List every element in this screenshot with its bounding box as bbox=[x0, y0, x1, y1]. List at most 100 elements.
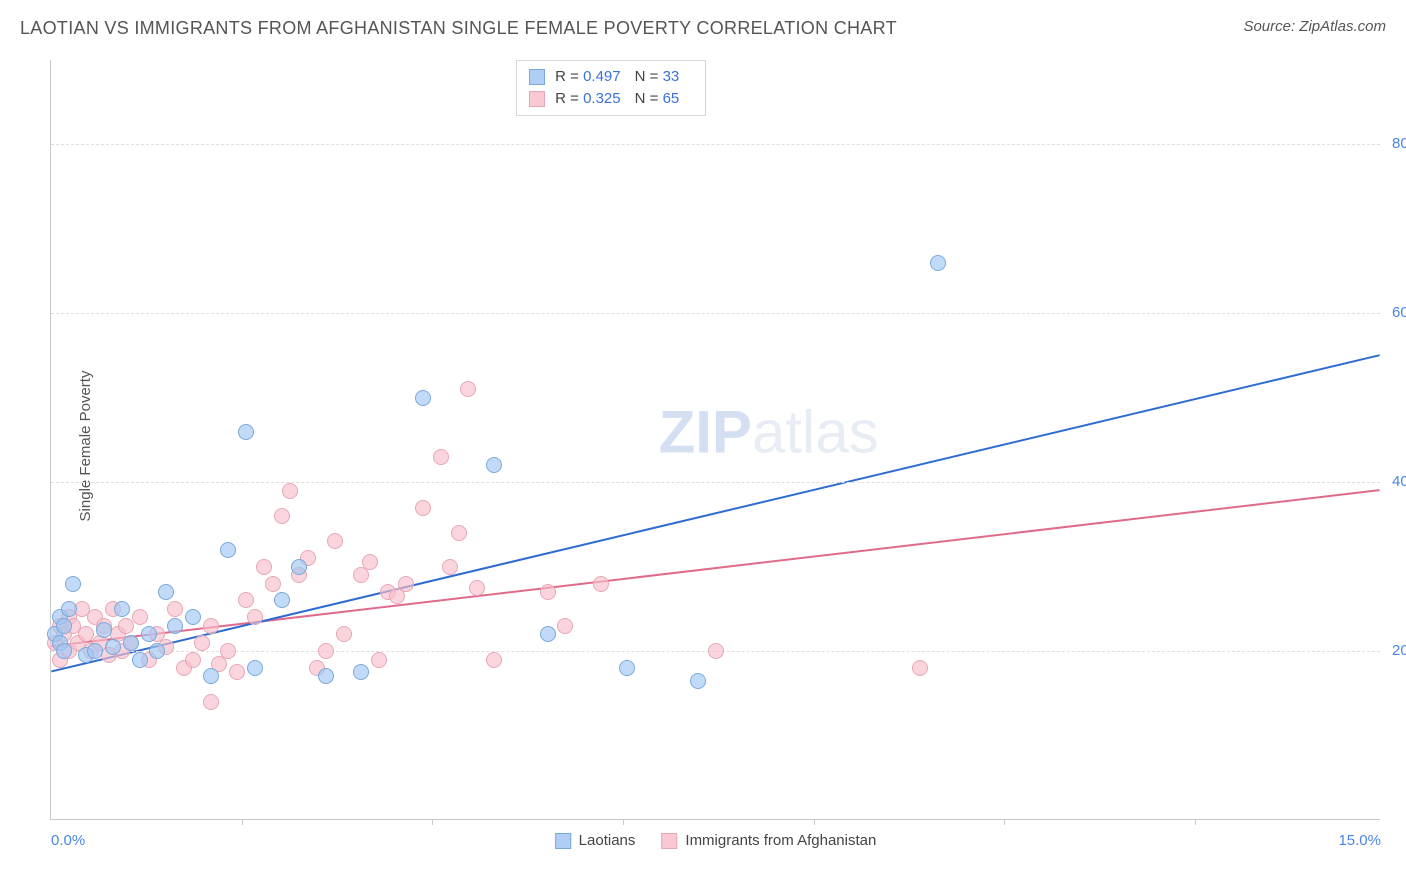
watermark-atlas: atlas bbox=[752, 398, 879, 465]
r-value-blue: 0.497 bbox=[583, 68, 621, 85]
data-point-pink bbox=[469, 580, 485, 596]
x-tick bbox=[814, 819, 815, 825]
data-point-pink bbox=[540, 584, 556, 600]
x-tick bbox=[1004, 819, 1005, 825]
data-point-pink bbox=[203, 694, 219, 710]
data-point-blue bbox=[238, 424, 254, 440]
correlation-legend: R = 0.497 N = 33 R = 0.325 N = 65 bbox=[516, 60, 706, 116]
x-tick bbox=[242, 819, 243, 825]
legend-label: Immigrants from Afghanistan bbox=[685, 832, 876, 849]
data-point-blue bbox=[690, 673, 706, 689]
data-point-blue bbox=[65, 576, 81, 592]
data-point-blue bbox=[930, 255, 946, 271]
y-tick-label: 60.0% bbox=[1384, 304, 1406, 321]
legend-row-pink: R = 0.325 N = 65 bbox=[529, 88, 693, 110]
data-point-blue bbox=[56, 643, 72, 659]
data-point-blue bbox=[167, 618, 183, 634]
data-point-pink bbox=[912, 660, 928, 676]
gridline bbox=[51, 144, 1380, 145]
legend-row-blue: R = 0.497 N = 33 bbox=[529, 66, 693, 88]
data-point-blue bbox=[105, 639, 121, 655]
series-legend: Laotians Immigrants from Afghanistan bbox=[555, 832, 877, 849]
data-point-pink bbox=[415, 500, 431, 516]
data-point-pink bbox=[451, 525, 467, 541]
data-point-pink bbox=[247, 609, 263, 625]
data-point-pink bbox=[362, 554, 378, 570]
data-point-blue bbox=[123, 635, 139, 651]
watermark: ZIPatlas bbox=[659, 397, 879, 466]
watermark-zip: ZIP bbox=[659, 398, 752, 465]
data-point-pink bbox=[336, 626, 352, 642]
n-label: N = bbox=[635, 90, 659, 107]
data-point-pink bbox=[132, 609, 148, 625]
data-point-blue bbox=[415, 390, 431, 406]
data-point-pink bbox=[256, 559, 272, 575]
data-point-pink bbox=[185, 652, 201, 668]
data-point-pink bbox=[282, 483, 298, 499]
data-point-pink bbox=[238, 592, 254, 608]
data-point-blue bbox=[56, 618, 72, 634]
data-point-pink bbox=[220, 643, 236, 659]
data-point-pink bbox=[327, 533, 343, 549]
data-point-blue bbox=[149, 643, 165, 659]
swatch-blue bbox=[529, 69, 545, 85]
data-point-blue bbox=[203, 668, 219, 684]
data-point-blue bbox=[158, 584, 174, 600]
x-tick-label: 0.0% bbox=[51, 832, 85, 849]
data-point-pink bbox=[398, 576, 414, 592]
data-point-blue bbox=[247, 660, 263, 676]
data-point-blue bbox=[353, 664, 369, 680]
data-point-pink bbox=[708, 643, 724, 659]
r-label: R = bbox=[555, 90, 579, 107]
data-point-pink bbox=[229, 664, 245, 680]
n-label: N = bbox=[635, 68, 659, 85]
data-point-blue bbox=[274, 592, 290, 608]
data-point-pink bbox=[194, 635, 210, 651]
data-point-pink bbox=[593, 576, 609, 592]
swatch-pink bbox=[529, 91, 545, 107]
chart-title: LAOTIAN VS IMMIGRANTS FROM AFGHANISTAN S… bbox=[20, 18, 897, 39]
data-point-pink bbox=[460, 381, 476, 397]
data-point-pink bbox=[318, 643, 334, 659]
gridline bbox=[51, 313, 1380, 314]
source-label: Source: ZipAtlas.com bbox=[1243, 18, 1386, 35]
data-point-pink bbox=[442, 559, 458, 575]
n-value-pink: 65 bbox=[663, 90, 680, 107]
data-point-blue bbox=[141, 626, 157, 642]
data-point-pink bbox=[203, 618, 219, 634]
y-tick-label: 40.0% bbox=[1384, 473, 1406, 490]
data-point-blue bbox=[87, 643, 103, 659]
r-value-pink: 0.325 bbox=[583, 90, 621, 107]
data-point-blue bbox=[220, 542, 236, 558]
legend-item-laotians: Laotians bbox=[555, 832, 636, 849]
data-point-pink bbox=[265, 576, 281, 592]
data-point-pink bbox=[433, 449, 449, 465]
data-point-pink bbox=[486, 652, 502, 668]
y-tick-label: 20.0% bbox=[1384, 642, 1406, 659]
data-point-blue bbox=[114, 601, 130, 617]
data-point-blue bbox=[540, 626, 556, 642]
data-point-pink bbox=[167, 601, 183, 617]
scatter-plot-area: ZIPatlas R = 0.497 N = 33 R = 0.325 N = 65… bbox=[50, 60, 1380, 820]
x-tick bbox=[1195, 819, 1196, 825]
data-point-pink bbox=[274, 508, 290, 524]
data-point-blue bbox=[61, 601, 77, 617]
data-point-blue bbox=[291, 559, 307, 575]
data-point-blue bbox=[96, 622, 112, 638]
n-value-blue: 33 bbox=[663, 68, 680, 85]
x-tick bbox=[432, 819, 433, 825]
r-label: R = bbox=[555, 68, 579, 85]
data-point-blue bbox=[619, 660, 635, 676]
data-point-blue bbox=[486, 457, 502, 473]
swatch-pink bbox=[661, 833, 677, 849]
data-point-pink bbox=[557, 618, 573, 634]
x-tick-label: 15.0% bbox=[1338, 832, 1381, 849]
legend-label: Laotians bbox=[579, 832, 636, 849]
data-point-blue bbox=[132, 652, 148, 668]
swatch-blue bbox=[555, 833, 571, 849]
x-tick bbox=[623, 819, 624, 825]
data-point-pink bbox=[371, 652, 387, 668]
y-tick-label: 80.0% bbox=[1384, 135, 1406, 152]
legend-item-afghanistan: Immigrants from Afghanistan bbox=[661, 832, 876, 849]
data-point-blue bbox=[318, 668, 334, 684]
